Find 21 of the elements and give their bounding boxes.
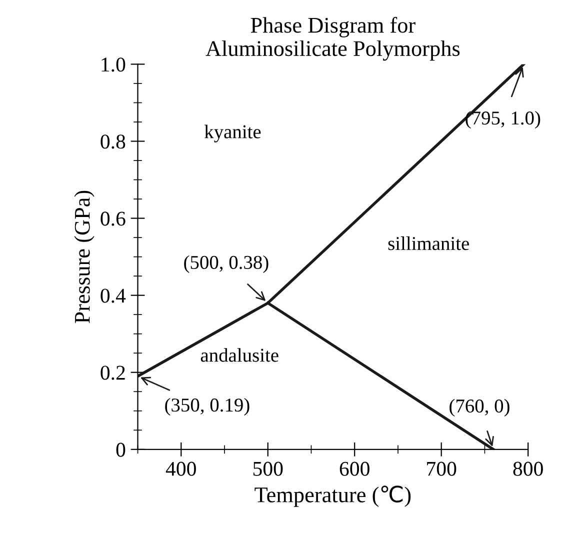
- annotation: (500, 0.38): [184, 255, 268, 273]
- x-tick-label: 600: [340, 462, 370, 476]
- x-tick-label: 800: [513, 462, 543, 476]
- annotation: (760, 0): [450, 398, 510, 417]
- chart-title: Phase Disgram for Aluminosilicate Polymorphs: [206, 16, 460, 61]
- x-tick-label: 400: [166, 462, 196, 476]
- y-tick-label: 0: [116, 442, 126, 457]
- y-tick-label: 0.2: [100, 366, 125, 380]
- annotation: (795, 1.0): [466, 110, 540, 129]
- annotation: andalusite: [200, 348, 278, 362]
- y-axis-title: Pressure (GPa): [74, 190, 94, 324]
- annotation: (350, 0.19): [165, 398, 250, 416]
- y-tick-label: 0.4: [100, 288, 126, 303]
- annotation: kyanite: [204, 124, 261, 142]
- y-tick-label: 0.8: [100, 134, 126, 149]
- x-tick-label: 500: [253, 462, 283, 476]
- x-tick-label: 700: [427, 462, 456, 476]
- y-tick-label: 1.0: [102, 58, 126, 72]
- y-tick-label: 0.6: [100, 212, 126, 226]
- x-axis-title: Temperature (℃): [254, 486, 411, 507]
- annotation: sillimanite: [388, 236, 469, 250]
